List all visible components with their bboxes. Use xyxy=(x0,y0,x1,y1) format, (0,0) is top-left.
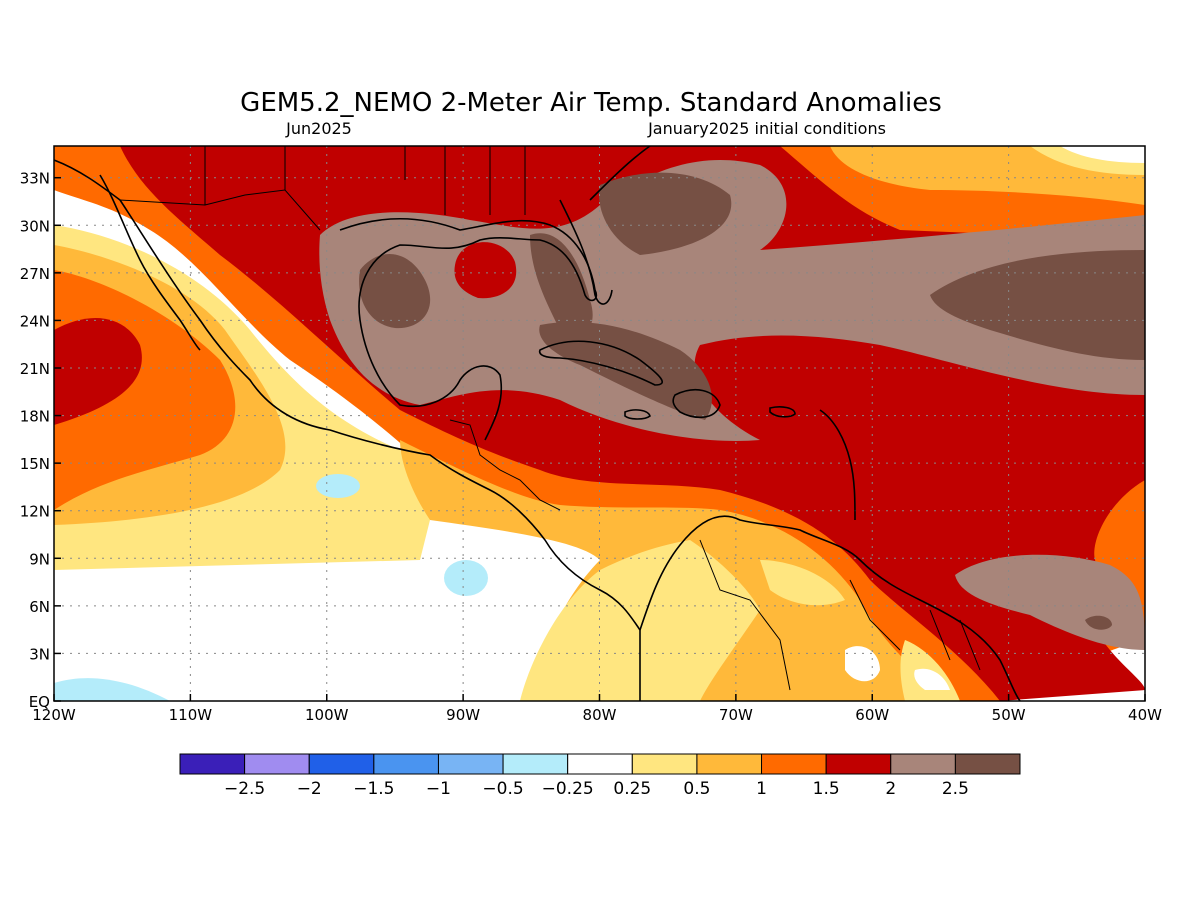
lat-tick-label: 33N xyxy=(20,170,50,188)
anomaly-region-cool-patch-1 xyxy=(316,474,360,498)
lat-tick-label: 6N xyxy=(29,598,50,616)
lat-tick-label: 18N xyxy=(20,408,50,426)
coastline-hispaniola xyxy=(672,389,721,419)
coastlines xyxy=(54,146,1021,701)
colorbar-label: 0.25 xyxy=(613,779,651,799)
lon-tick-label: 40W xyxy=(1128,706,1162,724)
colorbar-label: 1.5 xyxy=(813,779,840,799)
lat-tick-label: 30N xyxy=(20,217,50,235)
chart-title: GEM5.2_NEMO 2-Meter Air Temp. Standard A… xyxy=(240,88,942,118)
anomaly-region-gulf-brown xyxy=(319,159,1145,441)
coastline-puerto-rico xyxy=(769,406,796,418)
lat-tick-label: EQ xyxy=(29,693,50,711)
border-us-states xyxy=(204,146,526,215)
colorbar: −2.5 −2 −1.5 −1 −0.5 −0.25 0.25 0.5 1 1.5 2 2.5 xyxy=(179,753,1021,799)
lon-tick-label: 90W xyxy=(446,706,480,724)
colorbar-swatch xyxy=(244,753,310,775)
coastline-cuba xyxy=(538,340,663,386)
colorbar-swatch xyxy=(696,753,763,775)
colorbar-label: −2.5 xyxy=(224,779,265,799)
subtitle-month: Jun2025 xyxy=(285,119,352,138)
colorbar-swatch xyxy=(437,753,504,775)
anomaly-field xyxy=(54,146,1145,701)
anomaly-region-southeast-dark-brown xyxy=(1085,615,1112,630)
colorbar-swatch xyxy=(308,753,375,775)
coastline-lesser-antilles xyxy=(819,409,856,521)
subtitle-initial-conditions: January2025 initial conditions xyxy=(647,119,886,138)
country-borders xyxy=(119,146,981,691)
colorbar-label: 2.5 xyxy=(942,779,969,799)
colorbar-label: −2 xyxy=(297,779,322,799)
coastline-south-america xyxy=(639,515,1021,701)
anomaly-region-equator-cool-west xyxy=(54,678,170,701)
anomaly-region-pacific-red xyxy=(54,318,142,425)
colorbar-swatch xyxy=(761,753,827,775)
lon-tick-label: 120W xyxy=(32,706,76,724)
lat-tick-label: 27N xyxy=(20,265,50,283)
coastline-baja-california xyxy=(99,174,201,351)
colorbar-swatch xyxy=(631,753,698,775)
lat-tick-label: 15N xyxy=(20,455,50,473)
coastline-us-east xyxy=(589,146,651,201)
colorbar-label: −0.25 xyxy=(542,779,594,799)
anomaly-region-south-america-yellow xyxy=(520,540,960,701)
colorbar-swatch xyxy=(373,753,439,775)
coastline-gulf-of-mexico xyxy=(339,217,598,441)
anomaly-region-gulf-dark-brown xyxy=(359,172,1145,420)
colorbar-swatch xyxy=(502,753,569,775)
border-south-america xyxy=(699,539,981,691)
coastline-jamaica xyxy=(624,409,651,420)
colorbar-swatch xyxy=(567,753,633,775)
colorbar-label: 2 xyxy=(885,779,896,799)
anomaly-region-southeast-orange xyxy=(1094,480,1145,590)
lat-tick-label: 12N xyxy=(20,503,50,521)
border-central-america xyxy=(449,419,561,511)
map-grid xyxy=(54,146,1145,701)
colorbar-label: 1 xyxy=(756,779,767,799)
coastline-north-america-gulf xyxy=(54,159,641,701)
lat-tick-label: 9N xyxy=(29,550,50,568)
anomaly-region-south-america-white xyxy=(845,646,950,690)
lat-tick-label: 21N xyxy=(20,360,50,378)
colorbar-label: −1.5 xyxy=(353,779,394,799)
lon-tick-label: 70W xyxy=(719,706,753,724)
border-us-mexico xyxy=(119,189,321,231)
anomaly-region-gulf-red-spot xyxy=(454,242,517,299)
anomaly-region-north-white-cap xyxy=(1060,146,1145,163)
colorbar-swatch xyxy=(825,753,892,775)
lat-tick-label: 3N xyxy=(29,645,50,663)
lon-tick-label: 60W xyxy=(855,706,889,724)
lon-tick-label: 100W xyxy=(305,706,349,724)
colorbar-swatch xyxy=(179,753,246,775)
colorbar-label: −1 xyxy=(426,779,451,799)
colorbar-swatch xyxy=(954,753,1021,775)
anomaly-region-cool-patch-2 xyxy=(444,560,488,596)
lon-tick-label: 80W xyxy=(583,706,617,724)
colorbar-label: −0.5 xyxy=(482,779,523,799)
map-axes: 120W 110W 100W 90W 80W 70W 60W 50W 40W EQ 3N 6N 9N 12… xyxy=(20,170,1162,724)
colorbar-label: 0.5 xyxy=(683,779,710,799)
colorbar-swatch xyxy=(890,753,956,775)
coastline-florida xyxy=(559,199,613,305)
lon-tick-label: 50W xyxy=(992,706,1026,724)
lon-tick-label: 110W xyxy=(169,706,213,724)
lat-tick-label: 24N xyxy=(20,312,50,330)
